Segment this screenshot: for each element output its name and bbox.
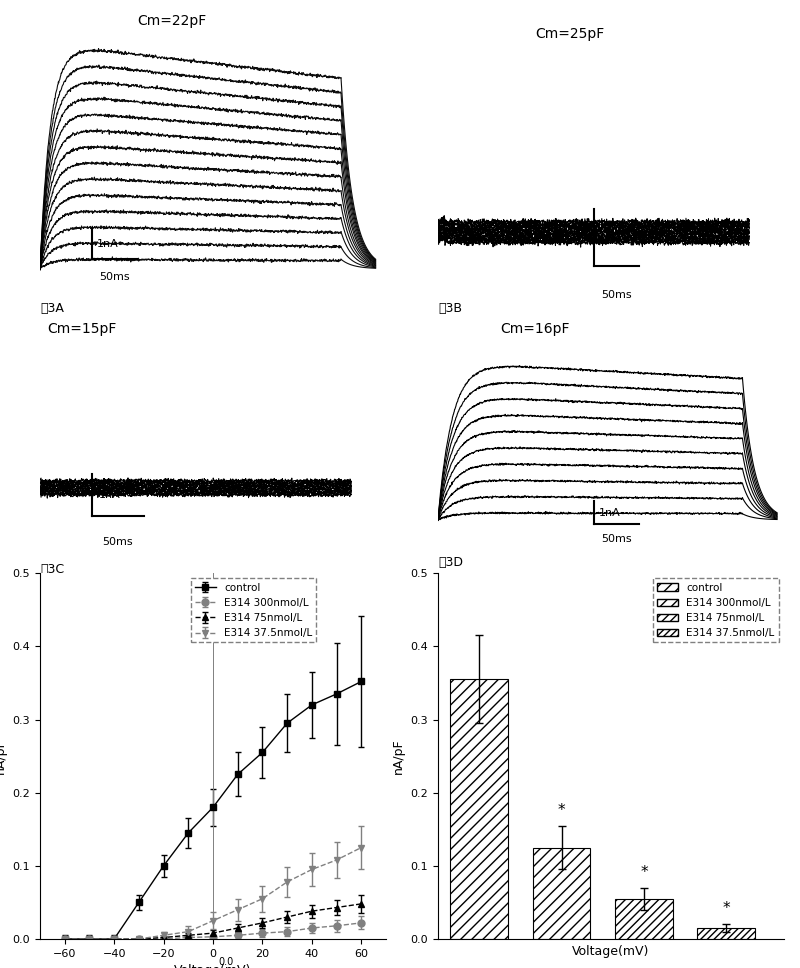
Text: 0.0: 0.0 xyxy=(218,957,234,967)
Text: 50ms: 50ms xyxy=(99,272,130,283)
Text: 图3D: 图3D xyxy=(438,557,463,569)
Text: 图3B: 图3B xyxy=(438,301,462,315)
Bar xyxy=(615,898,673,939)
Text: *: * xyxy=(558,802,566,818)
Y-axis label: nA/pF: nA/pF xyxy=(0,739,7,773)
Text: 50ms: 50ms xyxy=(102,536,133,547)
Text: *: * xyxy=(640,864,648,880)
Legend: control, E314 300nmol/L, E314 75nmol/L, E314 37.5nmol/L: control, E314 300nmol/L, E314 75nmol/L, … xyxy=(190,579,316,643)
Text: Cm=16pF: Cm=16pF xyxy=(500,322,570,337)
Text: Cm=22pF: Cm=22pF xyxy=(137,15,206,28)
Bar xyxy=(533,848,590,939)
Text: 1nA: 1nA xyxy=(99,490,121,499)
Text: Cm=15pF: Cm=15pF xyxy=(47,322,116,337)
Legend: control, E314 300nmol/L, E314 75nmol/L, E314 37.5nmol/L: control, E314 300nmol/L, E314 75nmol/L, … xyxy=(653,579,778,643)
Text: 图3C: 图3C xyxy=(40,562,64,576)
Bar xyxy=(450,680,508,939)
Text: 1nA: 1nA xyxy=(599,233,621,243)
Text: 50ms: 50ms xyxy=(601,290,631,300)
X-axis label: Voltage(mV): Voltage(mV) xyxy=(572,945,650,957)
Text: 图3A: 图3A xyxy=(40,301,64,315)
Y-axis label: nA/pF: nA/pF xyxy=(392,739,405,773)
Text: Cm=25pF: Cm=25pF xyxy=(535,27,604,42)
Text: *: * xyxy=(722,901,730,917)
Text: 50ms: 50ms xyxy=(601,533,631,544)
X-axis label: Voltage(mV): Voltage(mV) xyxy=(174,964,252,968)
Text: 1nA: 1nA xyxy=(599,508,621,518)
Bar xyxy=(698,928,755,939)
Text: 1nA: 1nA xyxy=(97,239,119,249)
